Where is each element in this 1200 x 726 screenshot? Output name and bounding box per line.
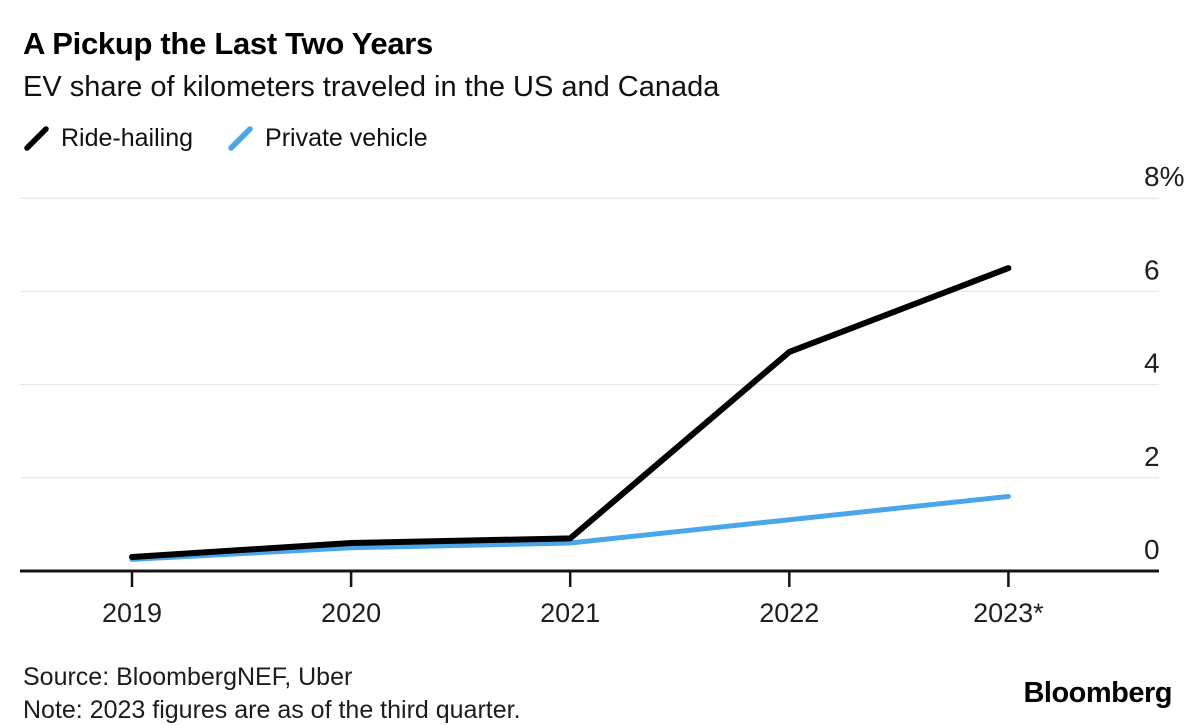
legend-item-ride-hailing: Ride-hailing xyxy=(23,124,193,153)
y-axis-label: 0 xyxy=(1144,534,1160,565)
x-axis-label: 2019 xyxy=(102,598,162,628)
legend-item-private-vehicle: Private vehicle xyxy=(227,124,428,153)
chart-title: A Pickup the Last Two Years xyxy=(23,26,433,61)
chart-subtitle: EV share of kilometers traveled in the U… xyxy=(23,71,720,103)
legend-slash-stroke xyxy=(228,126,253,151)
legend-slash-stroke xyxy=(24,126,49,151)
y-axis-label: 4 xyxy=(1144,348,1160,379)
source-note: Source: BloombergNEF, Uber xyxy=(23,663,353,691)
legend-slash-icon xyxy=(228,126,253,151)
y-axis-label: 2 xyxy=(1144,441,1160,472)
x-axis-label: 2021 xyxy=(540,598,600,628)
x-axis-label: 2023* xyxy=(973,598,1044,628)
legend-label: Private vehicle xyxy=(265,124,428,152)
series-line-ride-hailing xyxy=(129,265,1012,561)
chart-legend: Ride-hailing Private vehicle xyxy=(23,124,428,153)
x-axis-label: 2022 xyxy=(759,598,819,628)
legend-label: Ride-hailing xyxy=(61,124,194,152)
y-axis-label: 8% xyxy=(1144,161,1184,192)
x-axis-label: 2020 xyxy=(321,598,381,628)
legend-slash-icon xyxy=(24,126,49,151)
footnote: Note: 2023 figures are as of the third q… xyxy=(23,696,521,724)
series-line-private-vehicle xyxy=(129,493,1011,562)
bloomberg-logo: Bloomberg xyxy=(1023,677,1172,709)
y-axis-label: 6 xyxy=(1144,254,1160,285)
